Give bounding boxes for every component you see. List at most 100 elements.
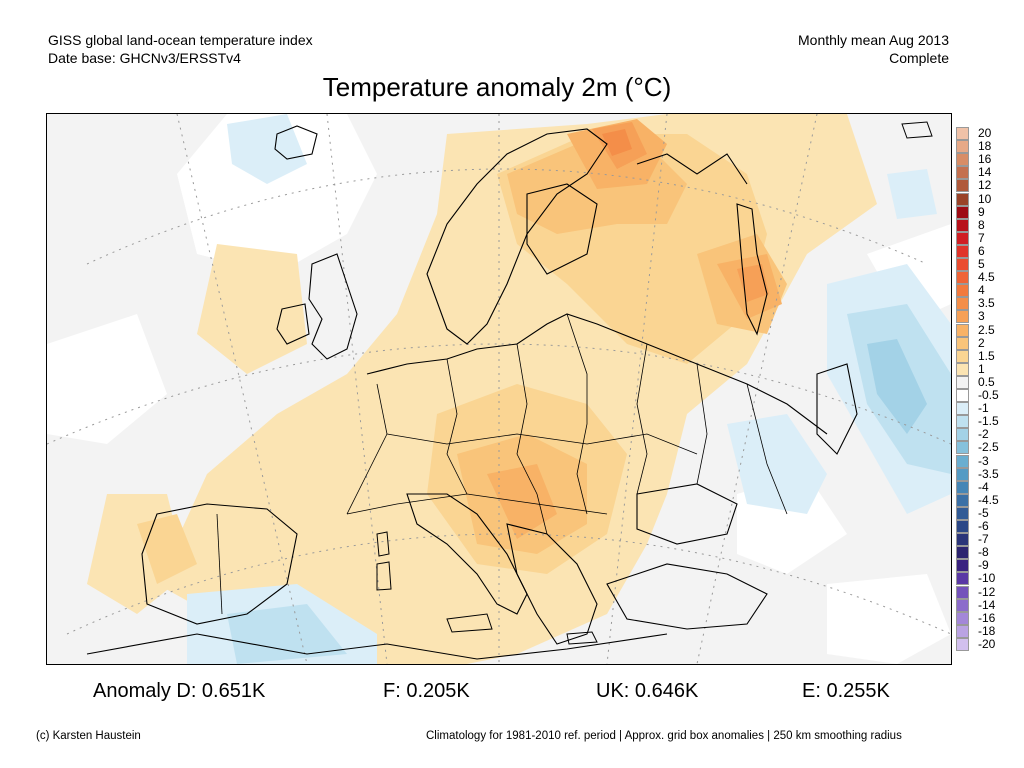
legend-entry: -3 [956, 454, 989, 468]
cool-area-1 [887, 169, 937, 219]
legend-swatch [956, 493, 969, 507]
legend-swatch [956, 480, 969, 494]
legend-entry: 0.5 [956, 375, 995, 389]
legend-label: 16 [978, 152, 992, 167]
legend-entry: 12 [956, 179, 991, 193]
legend-entry: -8 [956, 546, 989, 560]
legend-label: 8 [978, 217, 985, 232]
balkans-coast [506, 523, 598, 645]
legend-swatch [956, 611, 969, 625]
legend-swatch [956, 402, 969, 416]
anomaly-spain: E: 0.255K [802, 680, 890, 702]
header-right: Monthly mean Aug 2013 Complete [798, 31, 949, 67]
legend-swatch [956, 349, 969, 363]
legend-entry: 10 [956, 192, 991, 206]
legend-swatch [956, 153, 969, 167]
anomaly-france: F: 0.205K [383, 680, 470, 702]
header-left: GISS global land-ocean temperature index… [48, 31, 313, 67]
legend-entry: -10 [956, 572, 995, 586]
legend-swatch [956, 231, 969, 245]
island [376, 531, 390, 557]
border-line [446, 358, 468, 495]
legend-entry: 7 [956, 230, 985, 245]
legend-label: 3.5 [978, 296, 995, 311]
ireland-coast [276, 303, 310, 345]
islands [376, 121, 933, 645]
legend-label: 1 [978, 361, 985, 376]
legend-entry: -16 [956, 611, 995, 625]
legend-entry: 6 [956, 244, 985, 258]
legend-entry: 2 [956, 336, 985, 350]
border-line [386, 433, 698, 455]
turkey-coast [606, 563, 768, 630]
legend-entry: -6 [956, 520, 989, 533]
legend-entry: 3.5 [956, 296, 995, 311]
island [901, 121, 933, 139]
legend-label: -3.5 [978, 466, 999, 481]
legend-swatch [956, 323, 969, 337]
legend-label: 14 [978, 165, 992, 180]
border-line [516, 343, 548, 535]
legend-label: 18 [978, 139, 992, 154]
legend-swatch [956, 179, 969, 193]
legend-swatch [956, 585, 969, 599]
dataset-title: GISS global land-ocean temperature index [48, 32, 313, 48]
legend-label: -20 [978, 636, 996, 651]
legend-entry: 2.5 [956, 323, 995, 337]
border-line [566, 313, 588, 515]
legend-label: 1.5 [978, 348, 995, 363]
legend-swatch [956, 258, 969, 271]
white-area [47, 314, 167, 444]
legend-entry: 16 [956, 152, 992, 167]
legend-swatch [956, 205, 969, 219]
legend-entry: 5 [956, 258, 985, 271]
warm-area-1 [197, 244, 307, 374]
legend-entry: 1.5 [956, 348, 995, 363]
legend-label: -5 [978, 505, 989, 520]
data-base: Date base: GHCNv3/ERSSTv4 [48, 50, 241, 66]
legend-entry: -20 [956, 636, 996, 651]
warm-area-2 [137, 514, 197, 584]
legend-label: -7 [978, 532, 989, 547]
legend-label: -0.5 [978, 388, 999, 402]
anomaly-germany: Anomaly D: 0.651K [93, 680, 266, 702]
map-panel [46, 113, 952, 665]
legend-swatch [956, 506, 969, 520]
legend-swatch [956, 140, 969, 154]
legend-entry: -2 [956, 428, 989, 442]
legend-swatch [956, 310, 969, 324]
legend-entry: 3 [956, 309, 985, 324]
period-label: Monthly mean Aug 2013 [798, 32, 949, 48]
legend-swatch [956, 127, 969, 140]
warm-area-6 [602, 129, 632, 156]
status-label: Complete [889, 50, 949, 66]
island [376, 561, 392, 591]
warm-areas [87, 114, 877, 664]
legend-label: 3 [978, 309, 985, 324]
border-line [696, 363, 708, 485]
island [446, 613, 493, 633]
legend-swatch [956, 467, 969, 481]
legend-label: -4.5 [978, 492, 999, 507]
legend-entry: -5 [956, 505, 989, 520]
graticule-line [326, 114, 388, 664]
legend-swatch [956, 218, 969, 232]
map-title: Temperature anomaly 2m (°C) [322, 72, 672, 102]
border-line [216, 513, 223, 615]
legend-entry: -3.5 [956, 466, 999, 481]
cool-areas [187, 114, 951, 664]
graticule-line [86, 168, 928, 265]
legend-label: -1.5 [978, 414, 999, 429]
legend-entry: 8 [956, 217, 985, 232]
graticule-line [606, 114, 668, 664]
legend-entry: -12 [956, 585, 995, 599]
legend-entry: 14 [956, 165, 992, 180]
legend-label: 4 [978, 283, 985, 298]
legend-entry: 4.5 [956, 271, 995, 285]
north-africa-coast [86, 633, 668, 660]
scandinavia-coast [426, 128, 608, 345]
footnote-text: Climatology for 1981-2010 ref. period | … [426, 730, 902, 742]
legend-entry: -9 [956, 559, 989, 573]
legend-label: 7 [978, 230, 985, 245]
legend-label: -6 [978, 519, 989, 533]
